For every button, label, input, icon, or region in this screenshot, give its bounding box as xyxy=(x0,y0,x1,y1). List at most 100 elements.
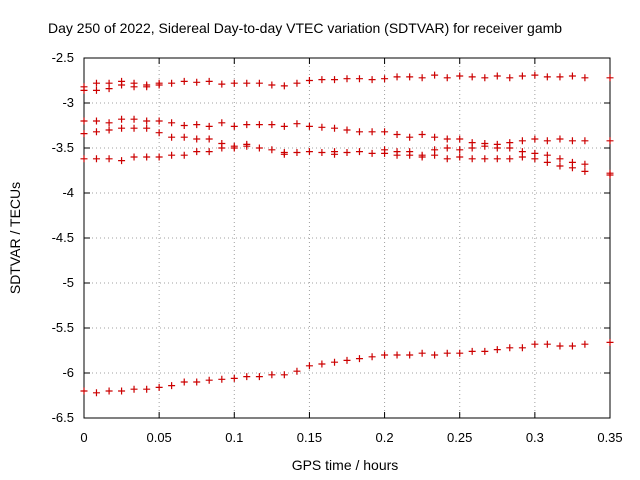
x-tick-label: 0.25 xyxy=(447,430,472,445)
data-point xyxy=(355,355,363,363)
data-point xyxy=(581,160,589,168)
y-tick-label: -5 xyxy=(62,275,74,290)
series-band-upper-middle xyxy=(80,115,614,150)
data-point xyxy=(118,124,126,132)
data-point xyxy=(143,117,151,125)
data-point xyxy=(531,71,539,79)
data-point xyxy=(543,340,551,348)
data-point xyxy=(180,378,188,386)
data-point xyxy=(518,153,526,161)
data-point xyxy=(456,72,464,80)
data-point xyxy=(143,124,151,132)
data-point xyxy=(280,150,288,158)
data-point xyxy=(305,122,313,130)
y-tick-label: -4.5 xyxy=(52,230,74,245)
data-point xyxy=(368,128,376,136)
data-point xyxy=(481,142,489,150)
data-point xyxy=(130,385,138,393)
data-point xyxy=(305,148,313,156)
data-point xyxy=(468,144,476,152)
y-tick-label: -6 xyxy=(62,365,74,380)
data-point xyxy=(268,371,276,379)
data-point xyxy=(456,135,464,143)
data-point xyxy=(368,76,376,84)
data-point xyxy=(518,72,526,80)
data-point xyxy=(368,149,376,157)
y-tick-label: -6.5 xyxy=(52,410,74,425)
data-point xyxy=(406,133,414,141)
data-point xyxy=(205,148,213,156)
data-point xyxy=(180,133,188,141)
data-point xyxy=(431,71,439,79)
data-point xyxy=(92,389,100,397)
y-axis-tick-labels: -6.5 -6 -5.5 -5 -4.5 -4 -3.5 -3 -2.5 xyxy=(52,50,74,425)
data-point xyxy=(130,83,138,91)
data-points xyxy=(80,71,614,397)
data-point xyxy=(506,344,514,352)
data-point xyxy=(343,149,351,156)
x-axis-tick-labels: 0 0.05 0.1 0.15 0.2 0.25 0.3 0.35 xyxy=(80,430,622,445)
data-point xyxy=(456,146,464,154)
data-point xyxy=(443,349,451,357)
data-point xyxy=(180,151,188,159)
data-point xyxy=(280,122,288,130)
data-point xyxy=(193,121,201,129)
data-point xyxy=(355,148,363,156)
data-point xyxy=(268,146,276,154)
data-point xyxy=(80,387,88,395)
data-point xyxy=(556,135,564,143)
data-point xyxy=(568,342,576,350)
data-point xyxy=(230,374,238,382)
data-point xyxy=(431,133,439,141)
data-point xyxy=(581,167,589,175)
data-point xyxy=(443,74,451,82)
data-point xyxy=(92,117,100,125)
data-point xyxy=(105,387,113,395)
data-point xyxy=(556,162,564,170)
data-point xyxy=(556,155,564,163)
data-point xyxy=(531,155,539,163)
data-point xyxy=(343,75,351,83)
data-point xyxy=(568,164,576,172)
data-point xyxy=(130,153,138,161)
data-point xyxy=(393,73,401,81)
data-point xyxy=(168,151,176,159)
data-point xyxy=(218,375,226,383)
data-point xyxy=(130,124,138,132)
y-tick-label: -3.5 xyxy=(52,140,74,155)
data-point xyxy=(80,117,88,125)
x-tick-label: 0.1 xyxy=(225,430,243,445)
data-point xyxy=(381,128,389,136)
data-point xyxy=(493,346,501,354)
data-point xyxy=(193,378,201,386)
data-point xyxy=(506,155,514,163)
data-point xyxy=(556,73,564,81)
data-point xyxy=(205,376,213,384)
data-point xyxy=(205,77,213,85)
data-point xyxy=(355,75,363,83)
x-tick-label: 0.05 xyxy=(146,430,171,445)
x-tick-label: 0.2 xyxy=(376,430,394,445)
data-point xyxy=(80,86,88,94)
data-point xyxy=(293,367,301,375)
data-point xyxy=(468,155,476,163)
data-point xyxy=(218,80,226,88)
data-point xyxy=(506,144,514,152)
y-axis-label: SDTVAR / TECUs xyxy=(7,182,23,294)
data-point xyxy=(393,151,401,159)
data-point xyxy=(418,131,426,138)
data-point xyxy=(218,119,226,127)
data-point xyxy=(168,79,176,87)
data-point xyxy=(193,78,201,86)
data-point xyxy=(493,144,501,152)
data-point xyxy=(268,81,276,89)
data-point xyxy=(431,351,439,359)
data-point xyxy=(518,137,526,145)
data-point xyxy=(543,73,551,81)
data-point xyxy=(406,73,414,81)
data-point xyxy=(105,119,113,127)
data-point xyxy=(606,171,614,179)
gridlines xyxy=(84,58,610,418)
data-point xyxy=(118,157,126,165)
data-point xyxy=(105,85,113,93)
